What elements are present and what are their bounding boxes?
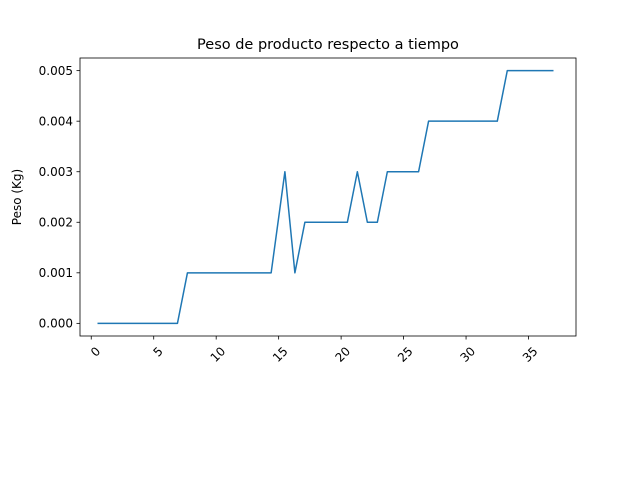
- x-tick-label: 5: [150, 344, 165, 359]
- y-axis: 0.000 0.001 0.002 0.003 0.004 0.005: [39, 64, 80, 331]
- chart-title: Peso de producto respecto a tiempo: [197, 37, 459, 53]
- y-tick-label: 0.005: [39, 64, 73, 78]
- x-tick-label: 30: [457, 344, 478, 365]
- series-layer: [97, 69, 554, 325]
- x-tick-label: 25: [395, 344, 416, 365]
- y-tick-label: 0.001: [39, 266, 73, 280]
- x-tick-label: 20: [332, 344, 353, 365]
- series-line-0: [97, 69, 554, 325]
- y-axis-label: Peso (Kg): [10, 169, 24, 225]
- y-tick-label: 0.004: [39, 114, 73, 128]
- x-tick-label: 35: [520, 344, 541, 365]
- x-tick-label: 15: [270, 344, 291, 365]
- x-tick-label: 0: [88, 344, 103, 359]
- x-tick-label: 10: [208, 344, 229, 365]
- y-tick-label: 0.002: [39, 216, 73, 230]
- plot-area-frame: [79, 57, 577, 337]
- x-axis: 0 5 10 15 20 25 30 35: [88, 336, 541, 365]
- y-tick-label: 0.000: [39, 317, 73, 331]
- y-tick-label: 0.003: [39, 165, 73, 179]
